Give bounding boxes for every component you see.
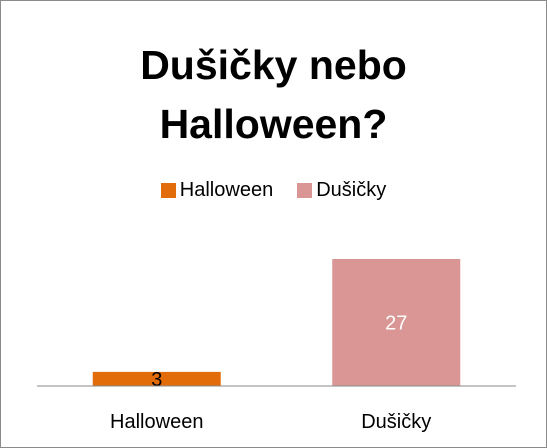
chart-title-line-1: Dušičky nebo xyxy=(140,42,407,88)
legend-label-dusicky: Dušičky xyxy=(316,179,387,201)
legend: Halloween Dušičky xyxy=(0,179,547,202)
data-label-dusicky: 27 xyxy=(385,313,407,335)
chart-title-line-2: Halloween? xyxy=(159,101,388,147)
legend-item-dusicky: Dušičky xyxy=(297,179,386,202)
bar-dusicky xyxy=(332,259,461,386)
legend-swatch-halloween xyxy=(160,183,176,198)
legend-label-halloween: Halloween xyxy=(179,179,274,201)
category-label-halloween: Halloween xyxy=(110,411,203,433)
legend-swatch-dusicky xyxy=(297,183,313,198)
category-label-dusicky: Dušičky xyxy=(361,411,431,433)
legend-item-halloween: Halloween xyxy=(160,179,274,202)
bar-halloween xyxy=(92,371,221,386)
data-label-halloween: 3 xyxy=(151,369,162,391)
